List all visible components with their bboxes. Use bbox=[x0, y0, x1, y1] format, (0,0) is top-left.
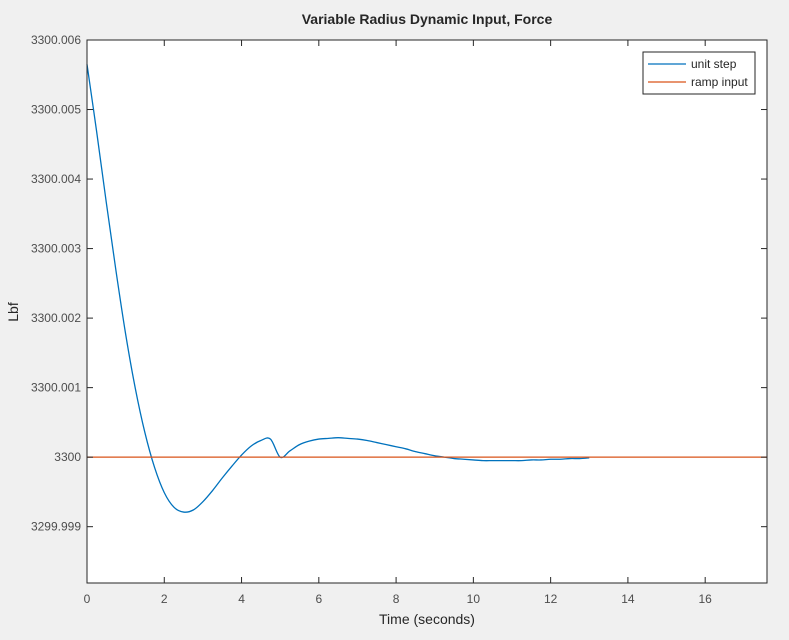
y-tick-label: 3300.002 bbox=[31, 311, 81, 325]
chart-title: Variable Radius Dynamic Input, Force bbox=[302, 11, 553, 27]
y-tick-label: 3300.001 bbox=[31, 381, 81, 395]
x-tick-label: 14 bbox=[621, 592, 635, 606]
plot-area bbox=[87, 40, 767, 583]
x-tick-label: 2 bbox=[161, 592, 168, 606]
legend-entry-ramp-input: ramp input bbox=[691, 75, 748, 89]
x-tick-label: 0 bbox=[84, 592, 91, 606]
x-axis-label: Time (seconds) bbox=[379, 611, 475, 627]
x-tick-label: 8 bbox=[393, 592, 400, 606]
x-tick-label: 12 bbox=[544, 592, 558, 606]
x-tick-label: 6 bbox=[315, 592, 322, 606]
axes-box bbox=[86, 39, 768, 584]
y-axis-label: Lbf bbox=[5, 302, 21, 322]
legend: unit step ramp input bbox=[642, 51, 756, 95]
y-tick-label: 3300.003 bbox=[31, 242, 81, 256]
x-tick-label: 16 bbox=[699, 592, 713, 606]
legend-entry-unit-step: unit step bbox=[691, 57, 737, 71]
y-tick-label: 3300.004 bbox=[31, 172, 81, 186]
x-tick-label: 10 bbox=[467, 592, 481, 606]
ticks-layer: 0 2 4 6 8 10 12 14 16 3299.999 3300 3300.001 3300.00… bbox=[31, 33, 767, 606]
x-tick-label: 4 bbox=[238, 592, 245, 606]
y-tick-label: 3299.999 bbox=[31, 520, 81, 534]
series-line-unit-step bbox=[86, 64, 590, 513]
y-tick-label: 3300 bbox=[54, 450, 81, 464]
y-tick-label: 3300.005 bbox=[31, 103, 81, 117]
legend-box bbox=[642, 51, 756, 95]
series-layer bbox=[86, 64, 767, 513]
y-tick-label: 3300.006 bbox=[31, 33, 81, 47]
